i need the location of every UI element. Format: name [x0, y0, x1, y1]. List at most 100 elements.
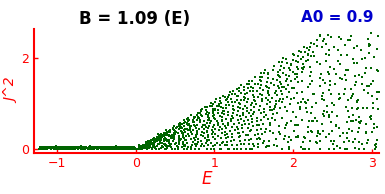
Point: [265, 92, 271, 95]
Point: [229, 126, 236, 129]
Point: [71, 147, 77, 150]
Point: [212, 117, 218, 120]
Point: [214, 104, 220, 107]
Point: [139, 146, 145, 149]
Point: [351, 62, 357, 65]
Point: [180, 136, 186, 139]
Point: [185, 116, 191, 119]
Point: [304, 46, 310, 49]
Point: [125, 146, 131, 149]
Point: [123, 146, 129, 149]
Point: [321, 115, 327, 118]
Point: [82, 147, 88, 150]
Point: [282, 135, 288, 138]
Point: [308, 70, 314, 74]
Point: [210, 125, 216, 128]
Point: [90, 146, 96, 149]
Point: [157, 140, 163, 144]
Point: [87, 146, 93, 149]
Point: [255, 95, 261, 99]
Point: [197, 121, 203, 124]
Point: [286, 135, 292, 138]
Point: [83, 145, 89, 148]
Point: [284, 110, 290, 113]
Point: [127, 145, 133, 148]
Point: [74, 147, 80, 150]
Point: [184, 147, 190, 150]
Point: [208, 147, 214, 151]
Point: [330, 143, 336, 146]
Point: [267, 108, 273, 112]
Point: [149, 147, 156, 150]
Point: [288, 64, 294, 67]
Point: [80, 146, 86, 149]
Point: [180, 142, 186, 145]
Point: [48, 147, 54, 150]
Point: [365, 139, 371, 142]
Point: [102, 146, 109, 150]
Point: [116, 145, 122, 148]
Point: [168, 146, 174, 149]
Point: [176, 124, 182, 127]
Point: [114, 146, 120, 150]
Point: [270, 113, 276, 116]
Point: [279, 85, 285, 88]
Point: [326, 66, 333, 69]
Point: [193, 135, 199, 138]
Point: [245, 134, 251, 137]
Point: [229, 135, 235, 138]
Point: [191, 116, 197, 119]
Point: [132, 147, 139, 151]
Point: [272, 104, 278, 107]
Point: [267, 122, 273, 125]
Point: [72, 146, 79, 149]
Point: [186, 122, 192, 126]
Point: [209, 128, 215, 131]
Point: [222, 144, 228, 147]
Point: [234, 98, 240, 101]
Point: [118, 147, 124, 150]
Point: [345, 110, 352, 113]
Point: [111, 146, 117, 149]
Point: [221, 112, 228, 115]
Point: [307, 45, 313, 48]
Point: [194, 131, 200, 134]
Point: [226, 104, 232, 107]
Point: [96, 145, 102, 148]
Point: [67, 146, 73, 149]
Point: [161, 137, 167, 140]
Point: [347, 34, 353, 37]
Point: [335, 35, 341, 38]
Point: [362, 71, 368, 74]
Point: [69, 146, 75, 149]
Point: [225, 95, 231, 99]
Point: [117, 146, 123, 149]
Point: [172, 129, 178, 132]
Point: [130, 146, 136, 149]
Point: [300, 91, 306, 94]
Point: [131, 147, 137, 150]
Point: [210, 135, 216, 139]
Point: [59, 146, 65, 150]
Point: [184, 121, 190, 124]
Point: [194, 132, 200, 135]
Point: [52, 145, 59, 148]
Point: [187, 138, 194, 141]
Point: [357, 121, 363, 125]
Point: [142, 145, 148, 148]
Point: [91, 146, 97, 149]
Point: [363, 132, 369, 135]
Point: [171, 124, 177, 127]
Point: [111, 147, 117, 150]
Point: [280, 85, 286, 88]
Point: [317, 132, 323, 135]
Point: [195, 115, 201, 119]
Point: [234, 109, 241, 113]
Point: [224, 133, 230, 136]
Point: [313, 101, 319, 104]
Point: [212, 144, 218, 147]
Point: [224, 123, 231, 126]
Point: [92, 146, 98, 150]
Point: [108, 146, 114, 149]
Point: [112, 146, 118, 149]
